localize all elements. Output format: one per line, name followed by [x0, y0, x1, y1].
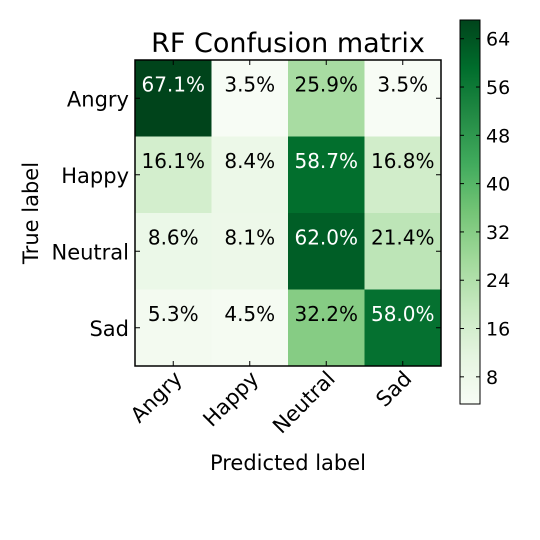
cell-value-label: 8.4%	[224, 149, 275, 173]
cell-value-label: 58.0%	[371, 302, 435, 326]
cell-value-label: 58.7%	[294, 149, 358, 173]
heatmap-cell	[364, 60, 442, 137]
colorbar-gradient	[459, 19, 481, 405]
x-tick-label: Angry	[126, 367, 187, 428]
heatmap-cell	[211, 60, 289, 137]
colorbar-tick-label: 64	[486, 29, 510, 51]
heatmap-cell	[135, 60, 212, 137]
x-tick-label: Neutral	[268, 367, 340, 439]
heatmap-cell	[211, 289, 289, 367]
heatmap-cell	[288, 289, 365, 367]
cell-value-label: 16.8%	[371, 149, 435, 173]
x-tick-label: Happy	[198, 367, 263, 432]
heatmap-cell	[364, 289, 442, 367]
cells-layer	[135, 60, 442, 367]
y-tick-label: Neutral	[51, 240, 129, 264]
cell-value-label: 4.5%	[224, 302, 275, 326]
colorbar-tick-label: 48	[486, 125, 510, 147]
y-tick-label: Happy	[61, 164, 129, 188]
cell-labels-layer: 67.1% 3.5% 25.9% 3.5% 16.1% 8.4% 58.7% 16.8% 8.6…	[141, 72, 434, 326]
cell-value-label: 62.0%	[294, 225, 358, 249]
cell-value-label: 25.9%	[294, 72, 358, 96]
heatmap-cell	[364, 213, 442, 290]
colorbar-tick-label: 24	[486, 270, 510, 292]
cell-value-label: 5.3%	[148, 302, 199, 326]
cell-value-label: 8.1%	[224, 225, 275, 249]
cell-value-label: 16.1%	[141, 149, 205, 173]
y-tick-label: Angry	[67, 87, 129, 111]
heatmap-cell	[288, 60, 365, 137]
x-tick-label: Sad	[371, 367, 416, 412]
y-tick-label: Sad	[89, 317, 129, 341]
heatmap-cell	[288, 213, 365, 290]
cell-value-label: 67.1%	[141, 72, 205, 96]
heatmap-cell	[211, 136, 289, 214]
colorbar-tick-label: 16	[486, 319, 510, 341]
cell-value-label: 8.6%	[148, 225, 199, 249]
colorbar-tick-label: 32	[486, 222, 510, 244]
cell-value-label: 3.5%	[224, 72, 275, 96]
cell-value-label: 3.5%	[377, 72, 428, 96]
heatmap-cell	[211, 213, 289, 290]
y-axis-label: True label	[19, 162, 43, 265]
heatmap-cell	[135, 289, 212, 367]
heatmap-cell	[135, 213, 212, 290]
heatmap-cell	[135, 136, 212, 214]
heatmap-cell	[288, 136, 365, 214]
cell-value-label: 21.4%	[371, 225, 435, 249]
colorbar-tick-label: 56	[486, 77, 510, 99]
heatmap-cell	[364, 136, 442, 214]
chart-title: RF Confusion matrix	[151, 28, 425, 59]
x-axis-label: Predicted label	[210, 451, 366, 475]
cell-value-label: 32.2%	[294, 302, 358, 326]
colorbar-tick-label: 8	[486, 367, 498, 389]
colorbar-tick-label: 40	[486, 174, 510, 196]
plot-frame	[134, 59, 442, 367]
colorbar: 8 16 24 32 40 48 56 64	[459, 19, 510, 405]
colorbar-ticks: 8 16 24 32 40 48 56 64	[460, 29, 510, 389]
